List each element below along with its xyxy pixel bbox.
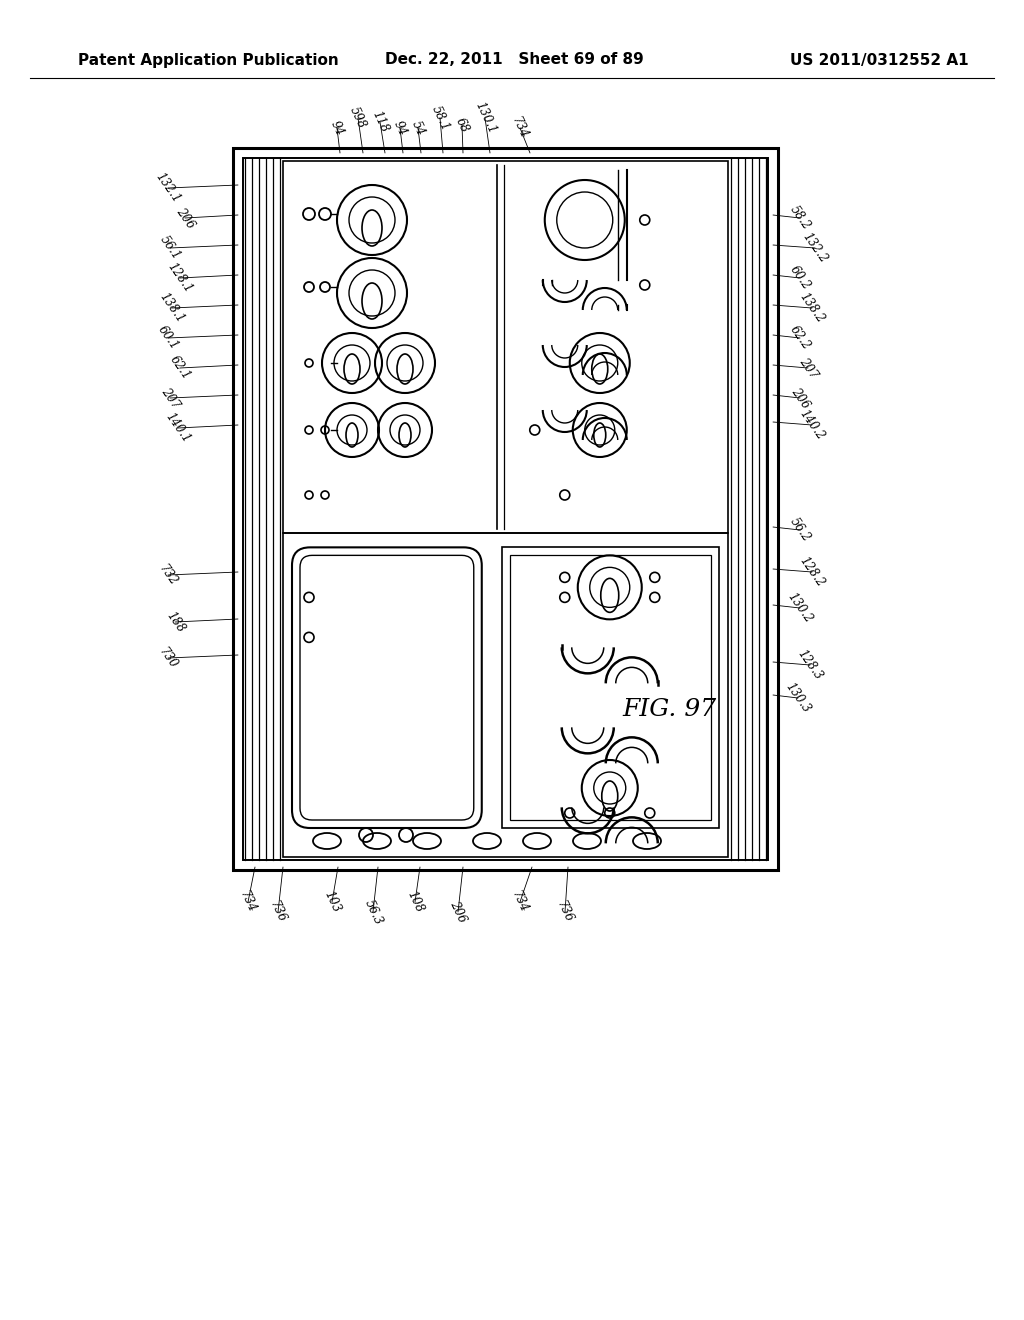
Text: FIG. 97: FIG. 97 <box>622 698 716 722</box>
Text: 58.2: 58.2 <box>787 203 813 232</box>
Bar <box>283 533 728 857</box>
Text: 140.1: 140.1 <box>163 411 193 446</box>
Text: 108: 108 <box>404 890 426 915</box>
Text: 132.1: 132.1 <box>153 170 183 206</box>
Text: 736: 736 <box>554 899 575 925</box>
Text: 118: 118 <box>370 110 390 135</box>
Text: 56.2: 56.2 <box>787 516 813 544</box>
Text: 103: 103 <box>322 890 343 915</box>
Text: 68: 68 <box>453 115 471 135</box>
Text: 62.1: 62.1 <box>167 354 193 383</box>
Text: 734: 734 <box>238 890 259 915</box>
Text: 94: 94 <box>391 119 409 137</box>
Text: 56.3: 56.3 <box>361 898 384 927</box>
Text: US 2011/0312552 A1: US 2011/0312552 A1 <box>790 53 969 67</box>
Text: 207: 207 <box>797 355 820 381</box>
Text: 60.1: 60.1 <box>156 323 181 352</box>
Text: 140.2: 140.2 <box>797 408 827 442</box>
Text: 207: 207 <box>159 385 182 411</box>
Text: 734: 734 <box>509 115 530 141</box>
Text: 736: 736 <box>267 899 289 925</box>
Text: Dec. 22, 2011   Sheet 69 of 89: Dec. 22, 2011 Sheet 69 of 89 <box>385 53 644 67</box>
Text: 130.3: 130.3 <box>783 680 813 715</box>
Text: 206: 206 <box>788 385 812 411</box>
Text: 206: 206 <box>447 899 469 925</box>
Text: 58.1: 58.1 <box>429 103 452 132</box>
Text: 94: 94 <box>328 119 346 137</box>
Text: 56.1: 56.1 <box>157 234 183 263</box>
Text: 132.2: 132.2 <box>800 231 830 265</box>
Text: 730: 730 <box>157 645 180 671</box>
Text: 128.3: 128.3 <box>795 647 825 682</box>
Bar <box>233 148 778 870</box>
Text: 128.2: 128.2 <box>797 554 827 590</box>
Text: 62.2: 62.2 <box>787 323 813 352</box>
Text: 138.2: 138.2 <box>797 290 827 326</box>
Text: 206: 206 <box>173 205 197 231</box>
Text: 598: 598 <box>347 106 369 131</box>
Text: 130.2: 130.2 <box>785 590 815 626</box>
Text: 54: 54 <box>409 119 427 137</box>
Bar <box>283 161 728 533</box>
Text: 128.1: 128.1 <box>165 260 195 296</box>
Text: 188: 188 <box>163 609 186 635</box>
Text: 130.1: 130.1 <box>472 100 498 136</box>
Text: 734: 734 <box>509 890 530 915</box>
Text: Patent Application Publication: Patent Application Publication <box>78 53 339 67</box>
Bar <box>510 556 711 820</box>
Text: 732: 732 <box>157 562 180 587</box>
Bar <box>502 548 719 828</box>
Text: 138.1: 138.1 <box>157 290 187 326</box>
Bar <box>243 158 768 861</box>
Text: 60.2: 60.2 <box>787 264 813 293</box>
